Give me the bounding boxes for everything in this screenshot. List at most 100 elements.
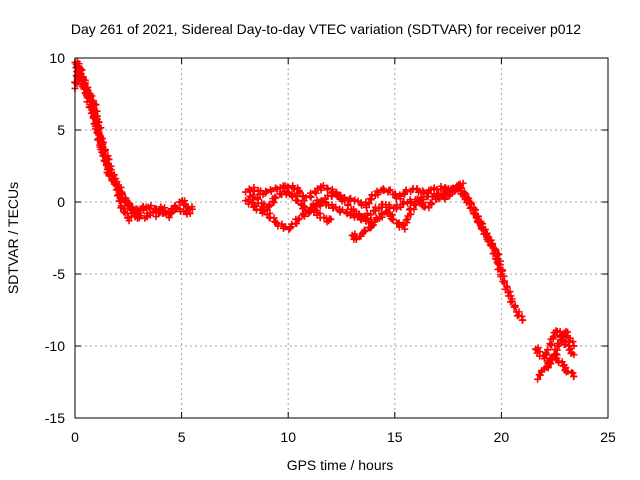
data-point [371,203,379,211]
data-point [540,355,548,363]
data-point [363,209,371,217]
data-point [471,209,479,217]
data-point [367,216,375,224]
data-point [421,202,429,210]
data-point [394,219,402,227]
data-point [487,236,495,244]
y-tick-labels: 10 5 0 -5 -10 -15 [45,50,65,426]
data-point [494,260,502,268]
data-point [92,101,100,109]
series-trace-12 [534,351,578,383]
x-tick-label: 15 [387,429,403,445]
data-point [259,204,267,212]
data-point [459,179,467,187]
data-point [300,203,308,211]
x-tick-label: 25 [600,429,616,445]
data-point [261,189,269,197]
series-trace-7 [246,179,467,233]
data-point [321,195,329,203]
data-point [274,222,282,230]
data-point [499,266,507,274]
data-point [339,206,347,214]
data-point [570,351,578,359]
data-point [419,187,427,195]
data-point [284,189,292,197]
data-point [95,130,103,138]
data-point [546,340,554,348]
data-point [472,206,480,214]
data-point [245,186,253,194]
data-point [294,216,302,224]
data-point [534,375,542,383]
data-point [319,182,327,190]
data-point [500,279,508,287]
data-point [355,212,363,220]
data-point [286,224,294,232]
data-point [419,196,427,204]
data-point [272,194,280,202]
data-point [383,209,391,217]
data-point [263,206,271,214]
data-point [393,201,401,209]
data-point [446,192,454,200]
data-point [385,186,393,194]
data-point [347,194,355,202]
data-point [402,216,410,224]
axis-ticks [74,57,609,419]
data-point [112,181,120,189]
data-point [351,196,359,204]
data-point [367,195,375,203]
series-trace-9 [348,221,377,243]
data-point [325,202,333,210]
data-point [267,187,275,195]
data-point [507,298,515,306]
data-point [147,202,155,210]
data-point [544,346,552,354]
x-tick-label: 20 [494,429,510,445]
grid-lines [75,58,608,418]
data-point [352,235,360,243]
data-point [296,188,304,196]
data-point [473,214,481,222]
series-trace-14 [544,328,578,372]
data-point [430,193,438,201]
y-tick-label: -10 [45,338,65,354]
data-point [412,200,420,208]
data-point [171,202,179,210]
data-point [295,215,303,223]
data-point [510,303,518,311]
y-tick-label: 0 [57,194,65,210]
data-point [332,203,340,211]
data-point [506,288,514,296]
data-point [113,192,121,200]
data-point [152,213,160,221]
data-point [242,188,250,196]
series-trace-11 [459,190,507,275]
data-point [344,201,352,209]
series-trace-2 [71,58,194,218]
data-point [361,227,369,235]
data-point [252,206,260,214]
series-trace-8 [310,207,335,226]
data-point [105,156,113,164]
data-point [428,200,436,208]
data-point [110,180,118,188]
data-point [515,311,523,319]
data-point [544,364,552,372]
data-point [265,201,273,209]
data-point [186,210,194,218]
data-point [328,201,336,209]
data-point [400,198,408,206]
data-point [374,189,382,197]
data-point [389,215,397,223]
y-tick-label: 10 [49,50,65,66]
data-point [343,208,351,216]
data-point [188,205,196,213]
data-point [86,93,94,101]
data-point [395,223,403,231]
data-point [106,165,114,173]
data-point [294,197,302,205]
data-point [441,195,449,203]
x-tick-label: 0 [71,429,79,445]
